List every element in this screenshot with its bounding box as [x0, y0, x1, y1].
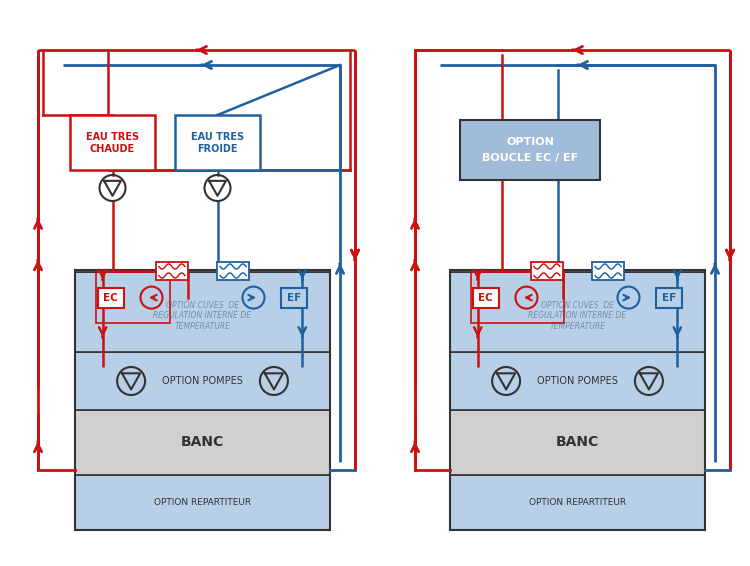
- Text: OPTION CUVES  DE
REGULATION INTERNE DE
TEMPERATURE: OPTION CUVES DE REGULATION INTERNE DE TE…: [529, 301, 626, 331]
- Text: OPTION REPARTITEUR: OPTION REPARTITEUR: [154, 498, 251, 507]
- Text: EAU TRES: EAU TRES: [86, 131, 139, 142]
- Text: EC: EC: [478, 293, 493, 303]
- Bar: [75, 270, 330, 530]
- Text: EAU TRES: EAU TRES: [191, 131, 244, 142]
- Bar: [75, 352, 330, 410]
- Text: EC: EC: [104, 293, 118, 303]
- Bar: [75, 270, 330, 272]
- Bar: [450, 270, 705, 272]
- Text: OPTION CUVES  DE
REGULATION INTERNE DE
TEMPERATURE: OPTION CUVES DE REGULATION INTERNE DE TE…: [154, 301, 251, 331]
- Text: FROIDE: FROIDE: [197, 144, 238, 155]
- Text: EF: EF: [662, 293, 676, 303]
- Bar: [450, 475, 705, 530]
- Bar: [96, 272, 170, 323]
- Bar: [450, 410, 705, 475]
- Text: BOUCLE EC / EF: BOUCLE EC / EF: [482, 153, 578, 163]
- Bar: [450, 270, 705, 530]
- Bar: [592, 262, 624, 280]
- Text: EF: EF: [287, 293, 302, 303]
- Bar: [175, 115, 260, 170]
- Bar: [281, 288, 308, 307]
- Text: OPTION POMPES: OPTION POMPES: [162, 376, 243, 386]
- Text: BANC: BANC: [181, 435, 224, 449]
- Bar: [450, 352, 705, 410]
- Text: OPTION REPARTITEUR: OPTION REPARTITEUR: [529, 498, 626, 507]
- Bar: [471, 272, 564, 323]
- Bar: [70, 115, 155, 170]
- Bar: [656, 288, 682, 307]
- Bar: [98, 288, 124, 307]
- Text: OPTION POMPES: OPTION POMPES: [537, 376, 618, 386]
- Text: CHAUDE: CHAUDE: [90, 144, 135, 155]
- Bar: [75, 410, 330, 475]
- Bar: [75, 272, 330, 352]
- Bar: [531, 262, 563, 280]
- Text: BANC: BANC: [556, 435, 599, 449]
- Text: OPTION: OPTION: [506, 137, 554, 147]
- Bar: [460, 120, 600, 180]
- Bar: [217, 262, 249, 280]
- Bar: [472, 288, 499, 307]
- Bar: [156, 262, 188, 280]
- Bar: [75, 475, 330, 530]
- Bar: [450, 272, 705, 352]
